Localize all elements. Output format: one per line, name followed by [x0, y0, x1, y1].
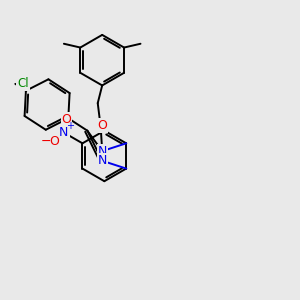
Text: O: O [97, 119, 107, 132]
Text: −: − [40, 135, 51, 148]
Text: Cl: Cl [17, 77, 28, 90]
Text: N: N [98, 154, 107, 167]
Text: O: O [61, 113, 71, 126]
Text: N: N [59, 126, 69, 139]
Text: O: O [49, 135, 59, 148]
Text: N: N [98, 145, 107, 158]
Text: +: + [66, 121, 74, 131]
